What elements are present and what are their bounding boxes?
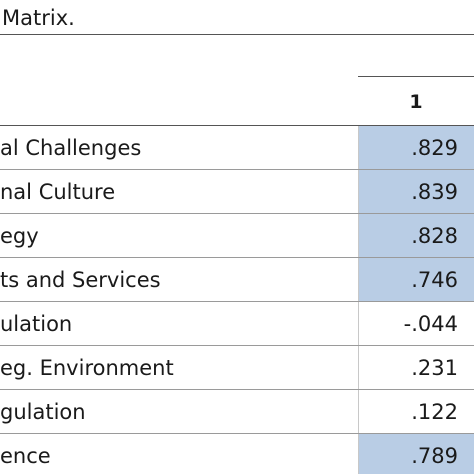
table-row: nal Culture .839: [0, 170, 474, 214]
row-label: egy: [0, 223, 39, 248]
row-value: .839: [358, 170, 474, 213]
row-value: .789: [358, 434, 474, 474]
row-label: ence: [0, 443, 51, 468]
table-caption: Matrix.: [2, 6, 75, 30]
column-header: 1: [409, 91, 423, 113]
row-label: ts and Services: [0, 267, 161, 292]
row-label: gulation: [0, 399, 86, 424]
top-rule: [0, 34, 474, 35]
table-row: gulation .122: [0, 390, 474, 434]
table-row: al Challenges .829: [0, 126, 474, 170]
table-row: egy .828: [0, 214, 474, 258]
table-row: ence .789: [0, 434, 474, 474]
row-value: .829: [358, 126, 474, 169]
table-row: ts and Services .746: [0, 258, 474, 302]
row-label: ulation: [0, 311, 73, 336]
row-value: -.044: [358, 302, 474, 345]
table-body: al Challenges .829 nal Culture .839 egy …: [0, 126, 474, 474]
row-value: .746: [358, 258, 474, 301]
row-label: nal Culture: [0, 179, 116, 204]
row-label: al Challenges: [0, 135, 142, 160]
row-label: eg. Environment: [0, 355, 174, 380]
header-bottom-rule: [0, 125, 474, 126]
row-value: .231: [358, 346, 474, 389]
table-row: ulation -.044: [0, 302, 474, 346]
header-rule: [358, 76, 474, 77]
table-row: eg. Environment .231: [0, 346, 474, 390]
row-value: .122: [358, 390, 474, 433]
row-value: .828: [358, 214, 474, 257]
